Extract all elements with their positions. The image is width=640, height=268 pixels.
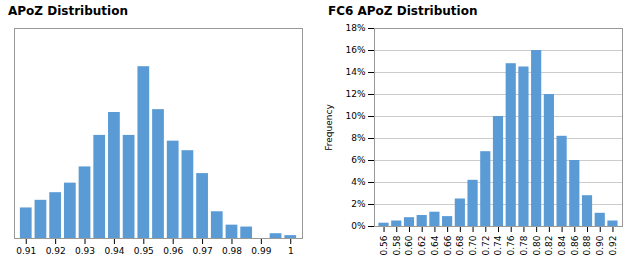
svg-text:0.96: 0.96	[163, 246, 183, 256]
svg-text:14%: 14%	[345, 67, 365, 77]
svg-text:0.58: 0.58	[392, 235, 402, 255]
svg-text:0.84: 0.84	[557, 235, 567, 255]
svg-text:0.98: 0.98	[222, 246, 242, 256]
svg-text:0.99: 0.99	[251, 246, 271, 256]
svg-text:0.91: 0.91	[16, 246, 36, 256]
svg-text:8%: 8%	[351, 133, 366, 143]
html-text:APoZ Distribution: APoZ Distribution	[8, 4, 128, 18]
svg-text:16%: 16%	[345, 45, 365, 55]
svg-text:0.60: 0.60	[404, 235, 414, 255]
svg-text:0%: 0%	[351, 221, 366, 231]
svg-text:0.82: 0.82	[544, 236, 554, 256]
svg-text:0.76: 0.76	[506, 235, 516, 255]
svg-text:18%: 18%	[345, 23, 365, 33]
svg-text:0.66: 0.66	[443, 235, 453, 255]
svg-text:2%: 2%	[351, 199, 366, 209]
svg-text:0.78: 0.78	[519, 235, 529, 255]
svg-text:0.95: 0.95	[134, 246, 154, 256]
svg-text:0.92: 0.92	[608, 236, 618, 256]
svg-text:0.80: 0.80	[532, 235, 542, 255]
svg-text:0.97: 0.97	[193, 246, 213, 256]
svg-text:0.86: 0.86	[570, 235, 580, 255]
svg-text:12%: 12%	[345, 89, 365, 99]
svg-text:0.88: 0.88	[582, 235, 592, 255]
html-text:FC6 APoZ Distribution: FC6 APoZ Distribution	[328, 4, 478, 18]
svg-text:0.72: 0.72	[481, 236, 491, 256]
svg-text:4%: 4%	[351, 177, 366, 187]
svg-text:0.62: 0.62	[417, 236, 427, 256]
svg-text:0.68: 0.68	[455, 235, 465, 255]
svg-text:0.64: 0.64	[430, 235, 440, 255]
svg-text:0.90: 0.90	[595, 235, 605, 255]
svg-text:10%: 10%	[345, 111, 365, 121]
svg-text:0.56: 0.56	[379, 235, 389, 255]
svg-text:Frequency: Frequency	[324, 104, 334, 151]
svg-text:1: 1	[288, 246, 294, 256]
svg-text:0.92: 0.92	[46, 246, 66, 256]
svg-text:6%: 6%	[351, 155, 366, 165]
svg-text:0.94: 0.94	[104, 246, 124, 256]
svg-text:0.93: 0.93	[75, 246, 95, 256]
svg-text:0.74: 0.74	[493, 235, 503, 255]
svg-text:0.70: 0.70	[468, 235, 478, 255]
